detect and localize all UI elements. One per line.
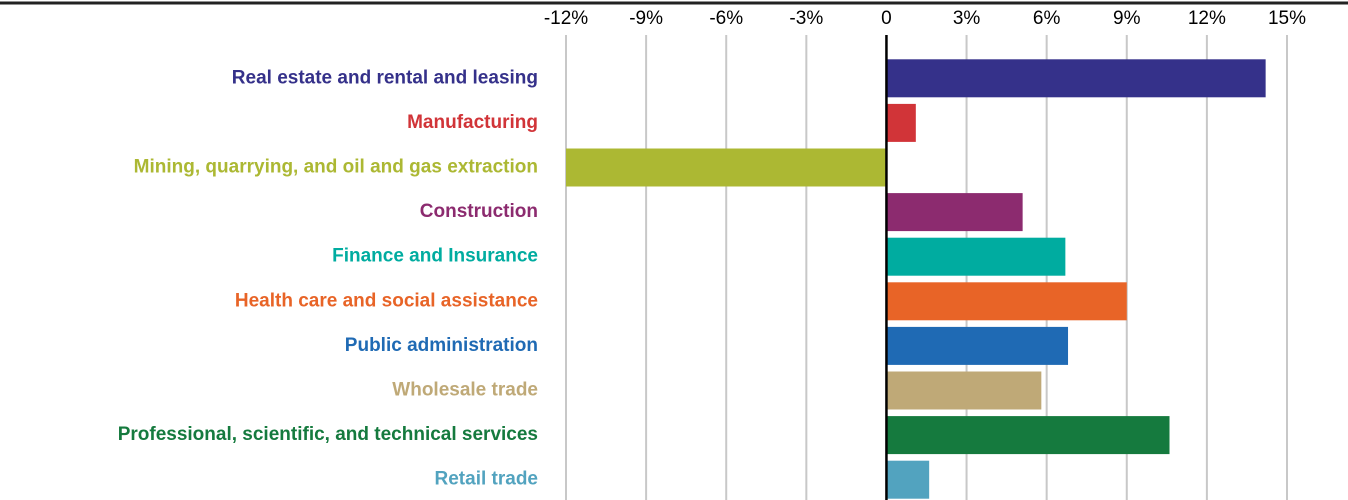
category-label: Health care and social assistance xyxy=(235,290,538,311)
category-label: Professional, scientific, and technical … xyxy=(118,424,538,445)
x-tick-label: 3% xyxy=(953,8,981,29)
x-tick-label: -6% xyxy=(709,8,743,29)
category-label: Real estate and rental and leasing xyxy=(232,67,538,88)
x-tick-label: 9% xyxy=(1113,8,1141,29)
x-tick-label: -3% xyxy=(789,8,823,29)
x-tick-label: 15% xyxy=(1268,8,1306,29)
category-label: Public administration xyxy=(345,335,538,356)
bar xyxy=(886,59,1266,98)
x-tick-label: -12% xyxy=(544,8,588,29)
x-tick-label: 0 xyxy=(881,8,892,29)
bar xyxy=(886,416,1170,455)
bar xyxy=(886,193,1023,232)
x-tick-label: -9% xyxy=(629,8,663,29)
x-tick-label: 12% xyxy=(1188,8,1226,29)
bar xyxy=(566,148,887,187)
bar xyxy=(886,326,1069,365)
category-label: Construction xyxy=(420,201,538,222)
category-label: Mining, quarrying, and oil and gas extra… xyxy=(134,157,538,178)
bar xyxy=(886,282,1127,321)
bar xyxy=(886,237,1066,276)
bar xyxy=(886,460,930,499)
category-label: Wholesale trade xyxy=(392,380,538,401)
x-tick-label: 6% xyxy=(1033,8,1061,29)
category-label: Retail trade xyxy=(435,469,538,490)
category-label: Manufacturing xyxy=(407,112,538,133)
bar xyxy=(886,371,1042,410)
bar xyxy=(886,103,916,142)
category-label: Finance and Insurance xyxy=(332,246,538,267)
